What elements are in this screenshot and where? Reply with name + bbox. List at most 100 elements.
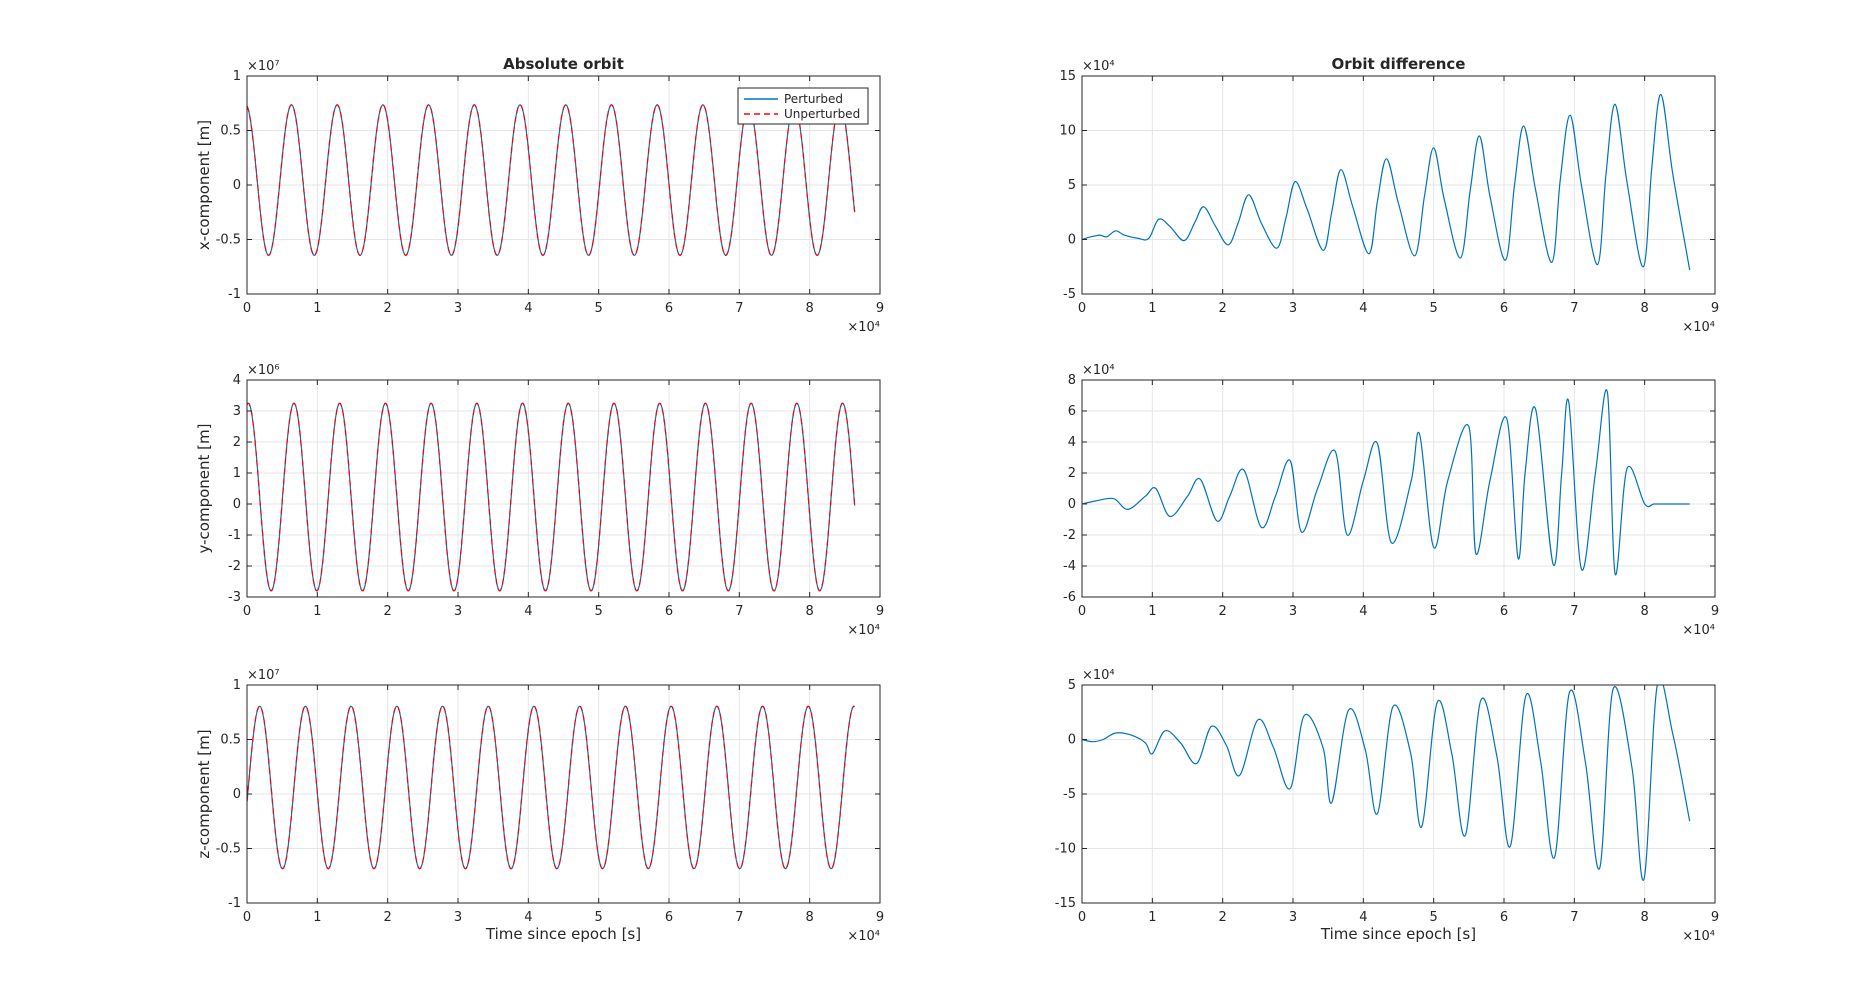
x-tick-label: 2 [384,301,392,316]
legend-entry: Unperturbed [784,107,860,121]
x-tick-label: 4 [524,910,532,925]
x-tick-label: 8 [806,301,814,316]
y-tick-label: -2 [1063,528,1076,543]
x-axis-label: Time since epoch [s] [1320,925,1476,943]
x-tick-label: 3 [1289,910,1297,925]
y-tick-label: -10 [1055,842,1076,857]
axes-box [1081,379,1716,598]
y-tick-label: 1 [233,69,241,84]
plot-area [247,380,880,597]
x-tick-label: 0 [1078,301,1086,316]
x-tick-label: 4 [1359,910,1367,925]
x-tick-label: 2 [384,604,392,619]
y-tick-label: 5 [1068,678,1076,693]
y-tick-label: 3 [233,404,241,419]
series-group [1082,685,1691,881]
y-tick-label: 6 [1068,404,1076,419]
x-tick-label: 9 [1711,910,1719,925]
x-tick-label: 1 [313,604,321,619]
y-axis-label: x-component [m] [195,120,213,250]
series-group [1082,389,1690,576]
x-tick-label: 8 [1641,910,1649,925]
y-exponent-label: ×10⁴ [1082,59,1115,74]
y-tick-label: 2 [1068,466,1076,481]
x-tick-label: 9 [876,301,884,316]
y-tick-label: 0 [233,787,241,802]
x-tick-label: 3 [1289,604,1297,619]
y-exponent-label: ×10⁷ [247,59,280,74]
x-tick-label: 4 [1359,604,1367,619]
x-tick-label: 6 [1500,604,1508,619]
x-tick-label: 1 [1148,910,1156,925]
panel-diff-z: 0 1 2 3 4 5 6 7 8 9 -15 -10 -5 0 5 ×10⁴ ×10⁴ Time since e… [1055,668,1719,944]
y-tick-label: -1 [228,287,241,302]
x-tick-label: 8 [806,604,814,619]
x-tick-label: 6 [665,604,673,619]
chart-title: Orbit difference [1332,55,1466,73]
legend-box [737,87,869,125]
x-tick-label: 6 [1500,301,1508,316]
y-tick-label: 4 [1068,435,1076,450]
y-tick-label: -15 [1055,896,1076,911]
x-tick-label: 6 [1500,910,1508,925]
legend-entry: Perturbed [784,92,843,106]
y-tick-label: -3 [228,590,241,605]
x-tick-label: 8 [1641,604,1649,619]
x-tick-label: 5 [1430,604,1438,619]
y-exponent-label: ×10⁶ [247,363,280,378]
x-tick-label: 9 [1711,604,1719,619]
y-exponent-label: ×10⁴ [1082,668,1115,683]
x-tick-label: 0 [1078,910,1086,925]
series-group [247,705,856,870]
x-tick-label: 0 [1078,604,1086,619]
y-tick-label: -1 [228,528,241,543]
y-tick-label: 0 [1068,733,1076,748]
x-tick-label: 2 [1219,604,1227,619]
y-tick-label: 0.5 [220,733,241,748]
y-tick-label: 10 [1059,124,1076,139]
series-line-difference [1082,685,1691,881]
x-tick-label: 7 [735,604,743,619]
y-tick-label: 0 [233,497,241,512]
panel-abs-y: 0 1 2 3 4 5 6 7 8 9 -3 -2 -1 0 1 2 3 4 ×10⁶ ×10⁴ y-component… [195,363,884,638]
x-tick-label: 3 [1289,301,1297,316]
x-tick-label: 9 [1711,301,1719,316]
x-exponent-label: ×10⁴ [1682,929,1715,944]
series-line-unperturbed [247,402,856,592]
y-tick-label: 5 [1068,178,1076,193]
series-group [1082,93,1691,271]
x-tick-label: 7 [735,910,743,925]
y-tick-label: -2 [228,559,241,574]
x-axis-label: Time since epoch [s] [485,925,641,943]
axes-box [246,379,881,598]
y-tick-label: 4 [233,373,241,388]
x-tick-label: 2 [384,910,392,925]
y-tick-label: -4 [1063,559,1076,574]
x-tick-label: 1 [313,910,321,925]
y-exponent-label: ×10⁷ [247,668,280,683]
y-tick-label: 1 [233,466,241,481]
x-tick-label: 1 [1148,604,1156,619]
x-tick-label: 2 [1219,910,1227,925]
x-tick-label: 9 [876,604,884,619]
panel-diff-y: 0 1 2 3 4 5 6 7 8 9 -6 -4 -2 0 2 4 6 8 ×10⁴ ×10⁴ [1063,363,1719,638]
panel-abs-x: 0 1 2 3 4 5 6 7 8 9 -1 -0.5 0 0.5 1 ×10⁷ ×10⁴ Absolute or… [195,55,884,335]
x-tick-label: 4 [1359,301,1367,316]
x-tick-label: 5 [595,301,603,316]
y-exponent-label: ×10⁴ [1082,363,1115,378]
y-tick-label: 2 [233,435,241,450]
series-line-difference [1082,93,1691,271]
x-exponent-label: ×10⁴ [847,623,880,638]
x-tick-label: 8 [806,910,814,925]
y-tick-label: 8 [1068,373,1076,388]
x-tick-label: 4 [524,604,532,619]
x-tick-label: 9 [876,910,884,925]
x-tick-label: 1 [313,301,321,316]
x-tick-label: 5 [595,910,603,925]
y-tick-label: 0 [1068,497,1076,512]
x-tick-label: 6 [665,301,673,316]
x-tick-label: 6 [665,910,673,925]
x-tick-label: 5 [1430,910,1438,925]
